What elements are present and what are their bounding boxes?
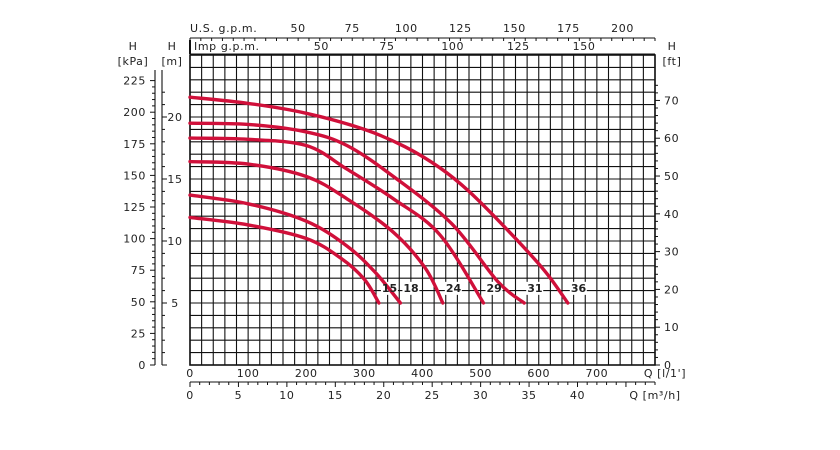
grid bbox=[189, 54, 656, 366]
curve-24 bbox=[188, 159, 445, 305]
y-tick-label-ft: 0 bbox=[664, 359, 672, 372]
top-tick-label-impgpm: 100 bbox=[441, 40, 464, 53]
y-tick-label-ft: 20 bbox=[664, 283, 679, 296]
y-tick-label-m: 15 bbox=[167, 173, 182, 186]
x-tick-label-lmin: 400 bbox=[411, 367, 434, 380]
top-axis-title-usgpm: U.S. g.p.m. bbox=[190, 22, 257, 35]
y-tick-label-m: 20 bbox=[167, 111, 182, 124]
y-axis-unit-m: [m] bbox=[161, 55, 182, 68]
x-tick-label-m3h: 25 bbox=[425, 389, 440, 402]
top-tick-label-usgpm: 50 bbox=[291, 22, 306, 35]
y-tick-label-ft: 70 bbox=[664, 94, 679, 107]
curve-label-bg bbox=[444, 281, 462, 295]
y-axis-title-ft: H bbox=[668, 40, 677, 53]
curve-label-29: 29 bbox=[487, 282, 502, 295]
y-tick-label-ft: 60 bbox=[664, 132, 679, 145]
top-tick-label-usgpm: 75 bbox=[345, 22, 360, 35]
y-tick-label-kpa: 25 bbox=[131, 327, 146, 340]
y-axis-unit-ft: [ft] bbox=[663, 55, 682, 68]
y-tick-label-kpa: 50 bbox=[131, 296, 146, 309]
curve-label-36: 36 bbox=[571, 282, 587, 295]
curve-label-bg bbox=[485, 281, 503, 295]
curves bbox=[188, 95, 587, 305]
x-tick-label-m3h: 10 bbox=[279, 389, 294, 402]
top-tick-label-impgpm: 50 bbox=[314, 40, 329, 53]
curve-label-31: 31 bbox=[527, 282, 542, 295]
y-tick-label-ft: 30 bbox=[664, 246, 679, 259]
curve-18 bbox=[188, 193, 403, 305]
curve-label-24: 24 bbox=[446, 282, 462, 295]
x-axis-title-m3h: Q [m³/h] bbox=[629, 389, 680, 402]
x-tick-label-lmin: 200 bbox=[295, 367, 318, 380]
top-tick-label-usgpm: 150 bbox=[503, 22, 526, 35]
y-axis-title-m: H bbox=[168, 40, 177, 53]
x-axis-title-lmin: Q [l/1'] bbox=[644, 367, 686, 380]
top-tick-label-impgpm: 75 bbox=[379, 40, 394, 53]
x-tick-label-lmin: 700 bbox=[585, 367, 608, 380]
y-tick-label-m: 10 bbox=[167, 235, 182, 248]
x-tick-label-lmin: 600 bbox=[527, 367, 550, 380]
y-tick-label-kpa: 150 bbox=[123, 169, 146, 182]
x-tick-label-m3h: 40 bbox=[570, 389, 585, 402]
y-tick-label-kpa: 0 bbox=[138, 359, 146, 372]
curve-36 bbox=[188, 95, 570, 305]
curve-label-bg bbox=[402, 281, 420, 295]
x-tick-label-m3h: 20 bbox=[376, 389, 391, 402]
y-axis-unit-kpa: [kPa] bbox=[118, 55, 149, 68]
top-tick-label-impgpm: 150 bbox=[573, 40, 596, 53]
y-tick-label-kpa: 100 bbox=[123, 233, 146, 246]
curve-label-18: 18 bbox=[403, 282, 418, 295]
x-tick-label-lmin: 500 bbox=[469, 367, 492, 380]
top-tick-label-usgpm: 175 bbox=[557, 22, 580, 35]
x-tick-label-m3h: 15 bbox=[328, 389, 343, 402]
x-tick-label-lmin: 0 bbox=[186, 367, 194, 380]
curve-label-15: 15 bbox=[382, 282, 397, 295]
y-tick-label-kpa: 175 bbox=[123, 138, 146, 151]
y-tick-label-kpa: 200 bbox=[123, 106, 146, 119]
top-axis-title-impgpm: Imp g.p.m. bbox=[194, 40, 260, 53]
top-tick-label-usgpm: 100 bbox=[395, 22, 418, 35]
y-tick-label-ft: 10 bbox=[664, 321, 679, 334]
top-tick-label-impgpm: 125 bbox=[507, 40, 530, 53]
curve-label-bg bbox=[569, 281, 587, 295]
x-tick-label-lmin: 100 bbox=[237, 367, 260, 380]
y-tick-label-ft: 40 bbox=[664, 208, 679, 221]
curve-label-bg bbox=[526, 281, 544, 295]
x-tick-label-m3h: 0 bbox=[186, 389, 194, 402]
x-tick-label-m3h: 35 bbox=[521, 389, 536, 402]
curve-29 bbox=[188, 136, 486, 305]
top-tick-label-usgpm: 200 bbox=[611, 22, 634, 35]
curve-31 bbox=[188, 121, 526, 305]
y-tick-label-ft: 50 bbox=[664, 170, 679, 183]
axes bbox=[150, 37, 660, 387]
y-tick-label-kpa: 225 bbox=[123, 75, 146, 88]
y-tick-label-m: 5 bbox=[171, 297, 179, 310]
y-tick-label-kpa: 75 bbox=[131, 264, 146, 277]
y-tick-label-kpa: 125 bbox=[123, 201, 146, 214]
y-axis-title-kpa: H bbox=[129, 40, 138, 53]
x-tick-label-m3h: 30 bbox=[473, 389, 488, 402]
top-tick-label-usgpm: 125 bbox=[449, 22, 472, 35]
x-tick-label-lmin: 300 bbox=[353, 367, 376, 380]
curve-15 bbox=[188, 215, 381, 305]
tick-labels: 0 100 200 300 400 500 600 700 Q [l/1']0 5 10 15 20 25… bbox=[118, 22, 686, 402]
plot-frame bbox=[189, 54, 656, 366]
x-tick-label-m3h: 5 bbox=[235, 389, 243, 402]
